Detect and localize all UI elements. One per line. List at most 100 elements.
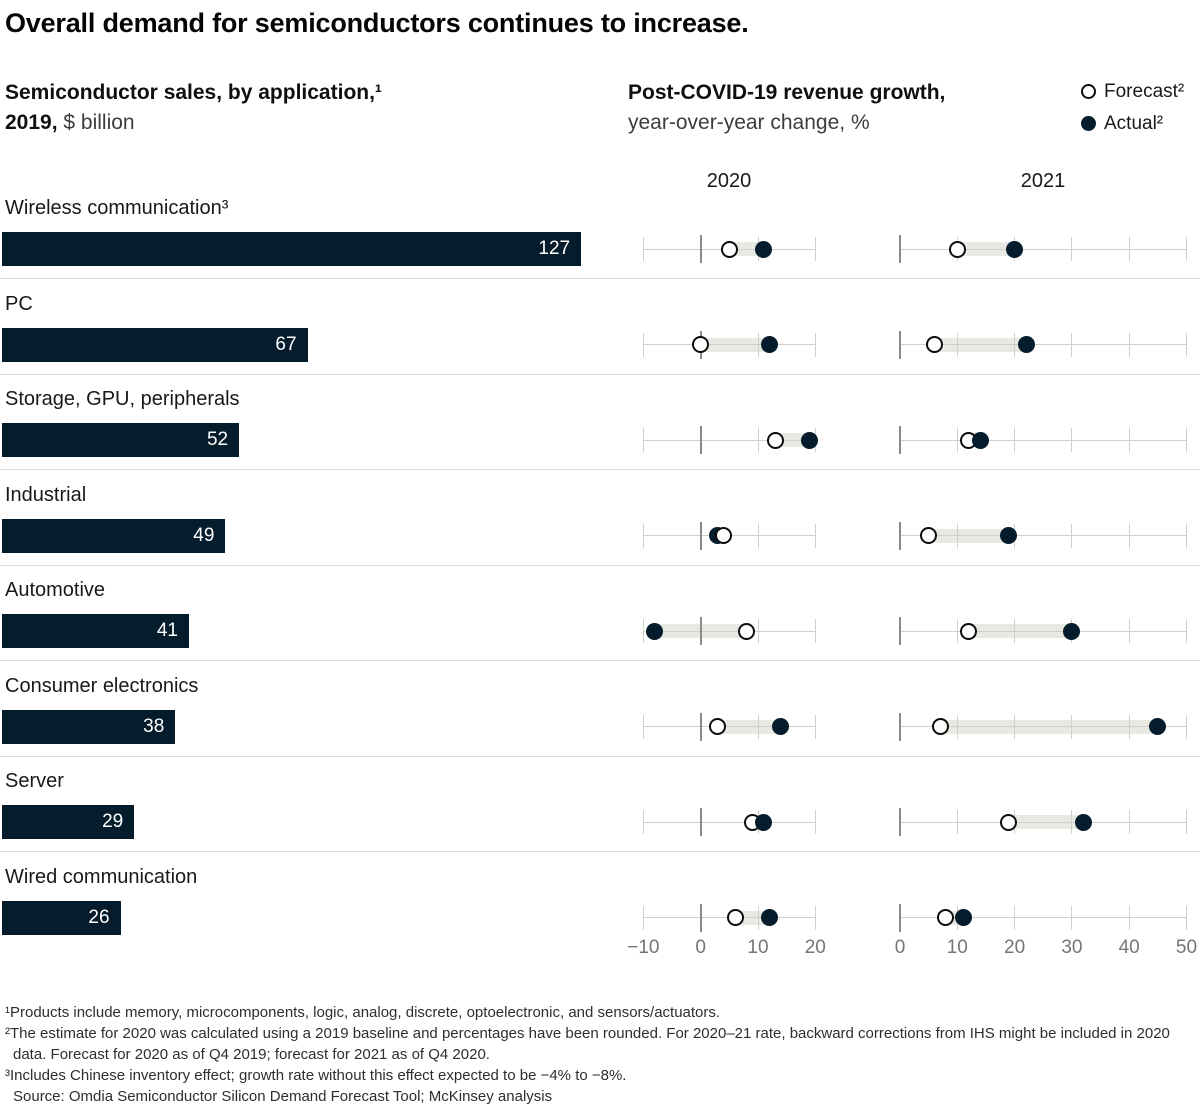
axis-line [900,439,1187,441]
axis-tick [814,905,816,930]
axis-tick [1128,714,1130,739]
axis-tick [814,332,816,357]
bar-chart-header-subtitle: 2019, $ billion [5,108,382,138]
page-title: Overall demand for semiconductors contin… [5,8,749,38]
legend-actual-label: Actual² [1104,112,1164,134]
actual-dot-2021 [971,431,989,449]
row-separator [0,373,1200,375]
actual-dot-2020 [755,813,773,831]
axis-tick [1128,332,1130,357]
category-label: Wired communication [5,865,198,888]
actual-dot-2021 [1006,240,1024,258]
axis-tick [1186,428,1187,452]
axis-tick [1014,905,1016,930]
footnote-1: ¹Products include memory, microcomponent… [5,1004,721,1021]
axis-tick-label: 0 [894,937,906,958]
category-label: Server [5,770,64,792]
axis-tick [757,619,759,643]
row-separator [0,851,1200,852]
forecast-dot-2020 [709,718,727,735]
axis-tick-label: 10 [747,937,769,958]
axis-tick [1071,905,1073,930]
sales-bar: 38 [2,709,176,744]
axis-line [643,344,816,345]
sales-bar: 52 [2,423,240,457]
axis-tick [642,332,644,357]
axis-tick [1071,714,1073,739]
legend-forecast-label: Forecast² [1104,80,1185,102]
category-label: Wireless communication³ [5,197,229,219]
footnotes: ¹Products include memory, microcomponent… [5,1002,1193,1107]
legend-item-actual: Actual² [1081,112,1184,135]
category-label: Automotive [5,579,106,601]
axis-tick [956,428,958,452]
axis-tick-label: 10 [946,937,968,958]
sales-bar: 29 [2,805,135,839]
actual-dot-2021 [1063,622,1081,640]
category-label: Consumer electronics [5,674,199,697]
axis-tick [814,714,816,739]
axis-tick [757,905,759,930]
sales-bar: 41 [2,614,189,648]
axis-tick [642,237,644,261]
actual-dot-2021 [1149,718,1167,735]
axis-zero-tick [899,521,901,550]
axis-tick [814,523,816,548]
category-label: PC [5,292,33,315]
forecast-legend-icon [1081,84,1096,99]
axis-tick [1128,810,1130,834]
axis-zero-tick [899,617,901,645]
axis-zero-tick [699,521,702,550]
sales-bar: 49 [2,518,226,553]
axis-zero-tick [699,426,702,454]
actual-dot-2020 [772,718,790,735]
axis-tick [757,428,759,452]
axis-tick [814,237,816,261]
axis-tick [1014,428,1016,452]
axis-line [643,821,816,823]
forecast-dot-2021 [948,240,966,258]
axis-line [900,344,1187,345]
axis-line [643,439,816,441]
actual-dot-2021 [1000,527,1018,544]
forecast-dot-2020 [720,240,738,258]
axis-tick [814,810,816,834]
forecast-dot-2021 [1000,813,1018,831]
sales-bar: 127 [2,232,582,266]
actual-dot-2020 [755,240,773,258]
axis-tick [1014,714,1016,739]
dumbbell-chart-header-title: Post-COVID-19 revenue growth, [628,81,946,104]
bar-chart-header-title: Semiconductor sales, by application,¹ [5,81,382,104]
axis-tick [956,619,958,643]
row-separator [0,755,1200,757]
row-separator [0,469,1200,470]
axis-tick [1071,237,1073,261]
actual-dot-2021 [1074,813,1092,831]
category-label: Industrial [5,483,87,506]
actual-dot-2020 [646,622,664,640]
axis-tick [814,619,816,643]
axis-line [900,630,1187,632]
forecast-dot-2021 [931,718,949,735]
dumbbell-chart-header-subtitle: year-over-year change, % [628,111,870,134]
axis-zero-tick [699,617,702,645]
axis-tick-label: 50 [1175,937,1198,958]
forecast-dot-2021 [937,909,955,926]
axis-tick [1186,237,1187,261]
sales-bar: 26 [2,900,121,935]
actual-dot-2020 [801,431,819,449]
axis-tick [1014,619,1016,643]
axis-tick [757,714,759,739]
axis-tick [642,905,644,930]
forecast-dot-2020 [715,527,733,544]
axis-zero-tick [899,330,901,359]
footnote-3: ³Includes Chinese inventory effect; grow… [5,1067,627,1084]
axis-tick [1186,332,1187,357]
axis-tick [1071,810,1073,834]
axis-tick-label: 40 [1118,937,1140,958]
axis-tick [1071,523,1073,548]
forecast-dot-2021 [920,527,938,544]
forecast-dot-2020 [766,431,784,449]
axis-tick [642,428,644,452]
